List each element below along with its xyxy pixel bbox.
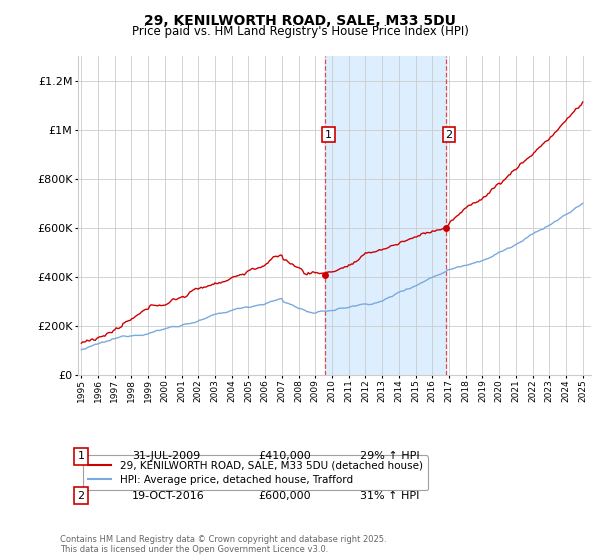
Text: 1: 1 (325, 129, 332, 139)
Text: £600,000: £600,000 (258, 491, 311, 501)
Text: 29, KENILWORTH ROAD, SALE, M33 5DU: 29, KENILWORTH ROAD, SALE, M33 5DU (144, 14, 456, 28)
Text: Contains HM Land Registry data © Crown copyright and database right 2025.
This d: Contains HM Land Registry data © Crown c… (60, 535, 386, 554)
Text: 2: 2 (77, 491, 85, 501)
Text: 31% ↑ HPI: 31% ↑ HPI (360, 491, 419, 501)
Text: 29% ↑ HPI: 29% ↑ HPI (360, 451, 419, 461)
Text: 19-OCT-2016: 19-OCT-2016 (132, 491, 205, 501)
Text: £410,000: £410,000 (258, 451, 311, 461)
Legend: 29, KENILWORTH ROAD, SALE, M33 5DU (detached house), HPI: Average price, detache: 29, KENILWORTH ROAD, SALE, M33 5DU (deta… (83, 455, 428, 490)
Text: 31-JUL-2009: 31-JUL-2009 (132, 451, 200, 461)
Bar (325, 56, 446, 375)
Text: Price paid vs. HM Land Registry's House Price Index (HPI): Price paid vs. HM Land Registry's House … (131, 25, 469, 38)
Text: 2: 2 (445, 129, 452, 139)
Text: 1: 1 (77, 451, 85, 461)
